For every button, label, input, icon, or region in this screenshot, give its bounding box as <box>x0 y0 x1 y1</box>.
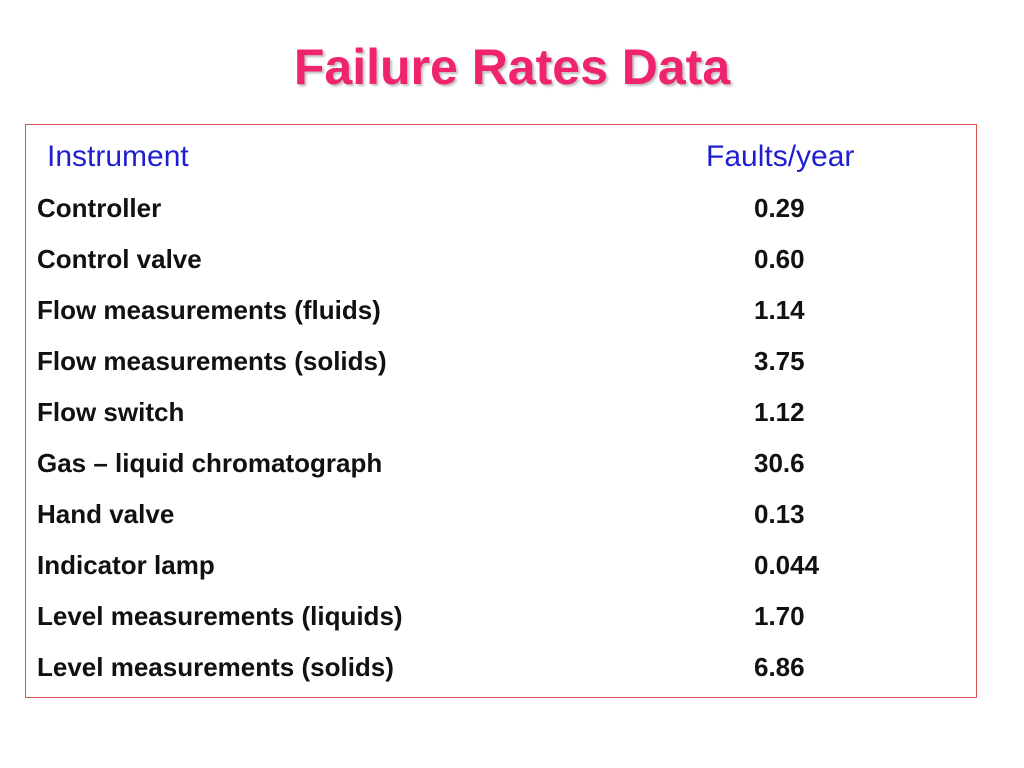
instrument-cell: Controller <box>37 193 162 223</box>
table-header-row: Instrument Faults/year <box>26 137 976 177</box>
faults-cell: 0.60 <box>754 244 805 274</box>
instrument-cell: Indicator lamp <box>37 550 215 580</box>
table-row: Control valve 0.60 <box>26 234 976 285</box>
faults-cell: 1.14 <box>754 295 805 325</box>
table-row: Level measurements (solids) 6.86 <box>26 642 976 693</box>
faults-cell: 0.29 <box>754 193 805 223</box>
instrument-cell: Control valve <box>37 244 202 274</box>
table-row: Indicator lamp 0.044 <box>26 540 976 591</box>
faults-cell: 30.6 <box>754 448 805 478</box>
table-row: Controller 0.29 <box>26 183 976 234</box>
faults-cell: 1.12 <box>754 397 805 427</box>
table-row: Level measurements (liquids) 1.70 <box>26 591 976 642</box>
instrument-cell: Flow measurements (fluids) <box>37 295 381 325</box>
table-row: Flow switch 1.12 <box>26 387 976 438</box>
instrument-cell: Gas – liquid chromatograph <box>37 448 383 478</box>
table-row: Gas – liquid chromatograph 30.6 <box>26 438 976 489</box>
faults-cell: 6.86 <box>754 652 805 682</box>
slide-title: Failure Rates Data <box>293 39 731 95</box>
table-row: Hand valve 0.13 <box>26 489 976 540</box>
faults-cell: 3.75 <box>754 346 805 376</box>
failure-rates-table: Instrument Faults/year Controller 0.29 C… <box>25 124 977 698</box>
instrument-cell: Flow switch <box>37 397 185 427</box>
table-row: Flow measurements (fluids) 1.14 <box>26 285 976 336</box>
instrument-cell: Level measurements (liquids) <box>37 601 403 631</box>
column-header-faults-per-year: Faults/year <box>706 140 855 173</box>
instrument-cell: Hand valve <box>37 499 175 529</box>
faults-cell: 0.13 <box>754 499 805 529</box>
column-header-instrument: Instrument <box>47 140 189 173</box>
table-row: Flow measurements (solids) 3.75 <box>26 336 976 387</box>
faults-cell: 0.044 <box>754 550 820 580</box>
instrument-cell: Flow measurements (solids) <box>37 346 387 376</box>
instrument-cell: Level measurements (solids) <box>37 652 394 682</box>
faults-cell: 1.70 <box>754 601 805 631</box>
